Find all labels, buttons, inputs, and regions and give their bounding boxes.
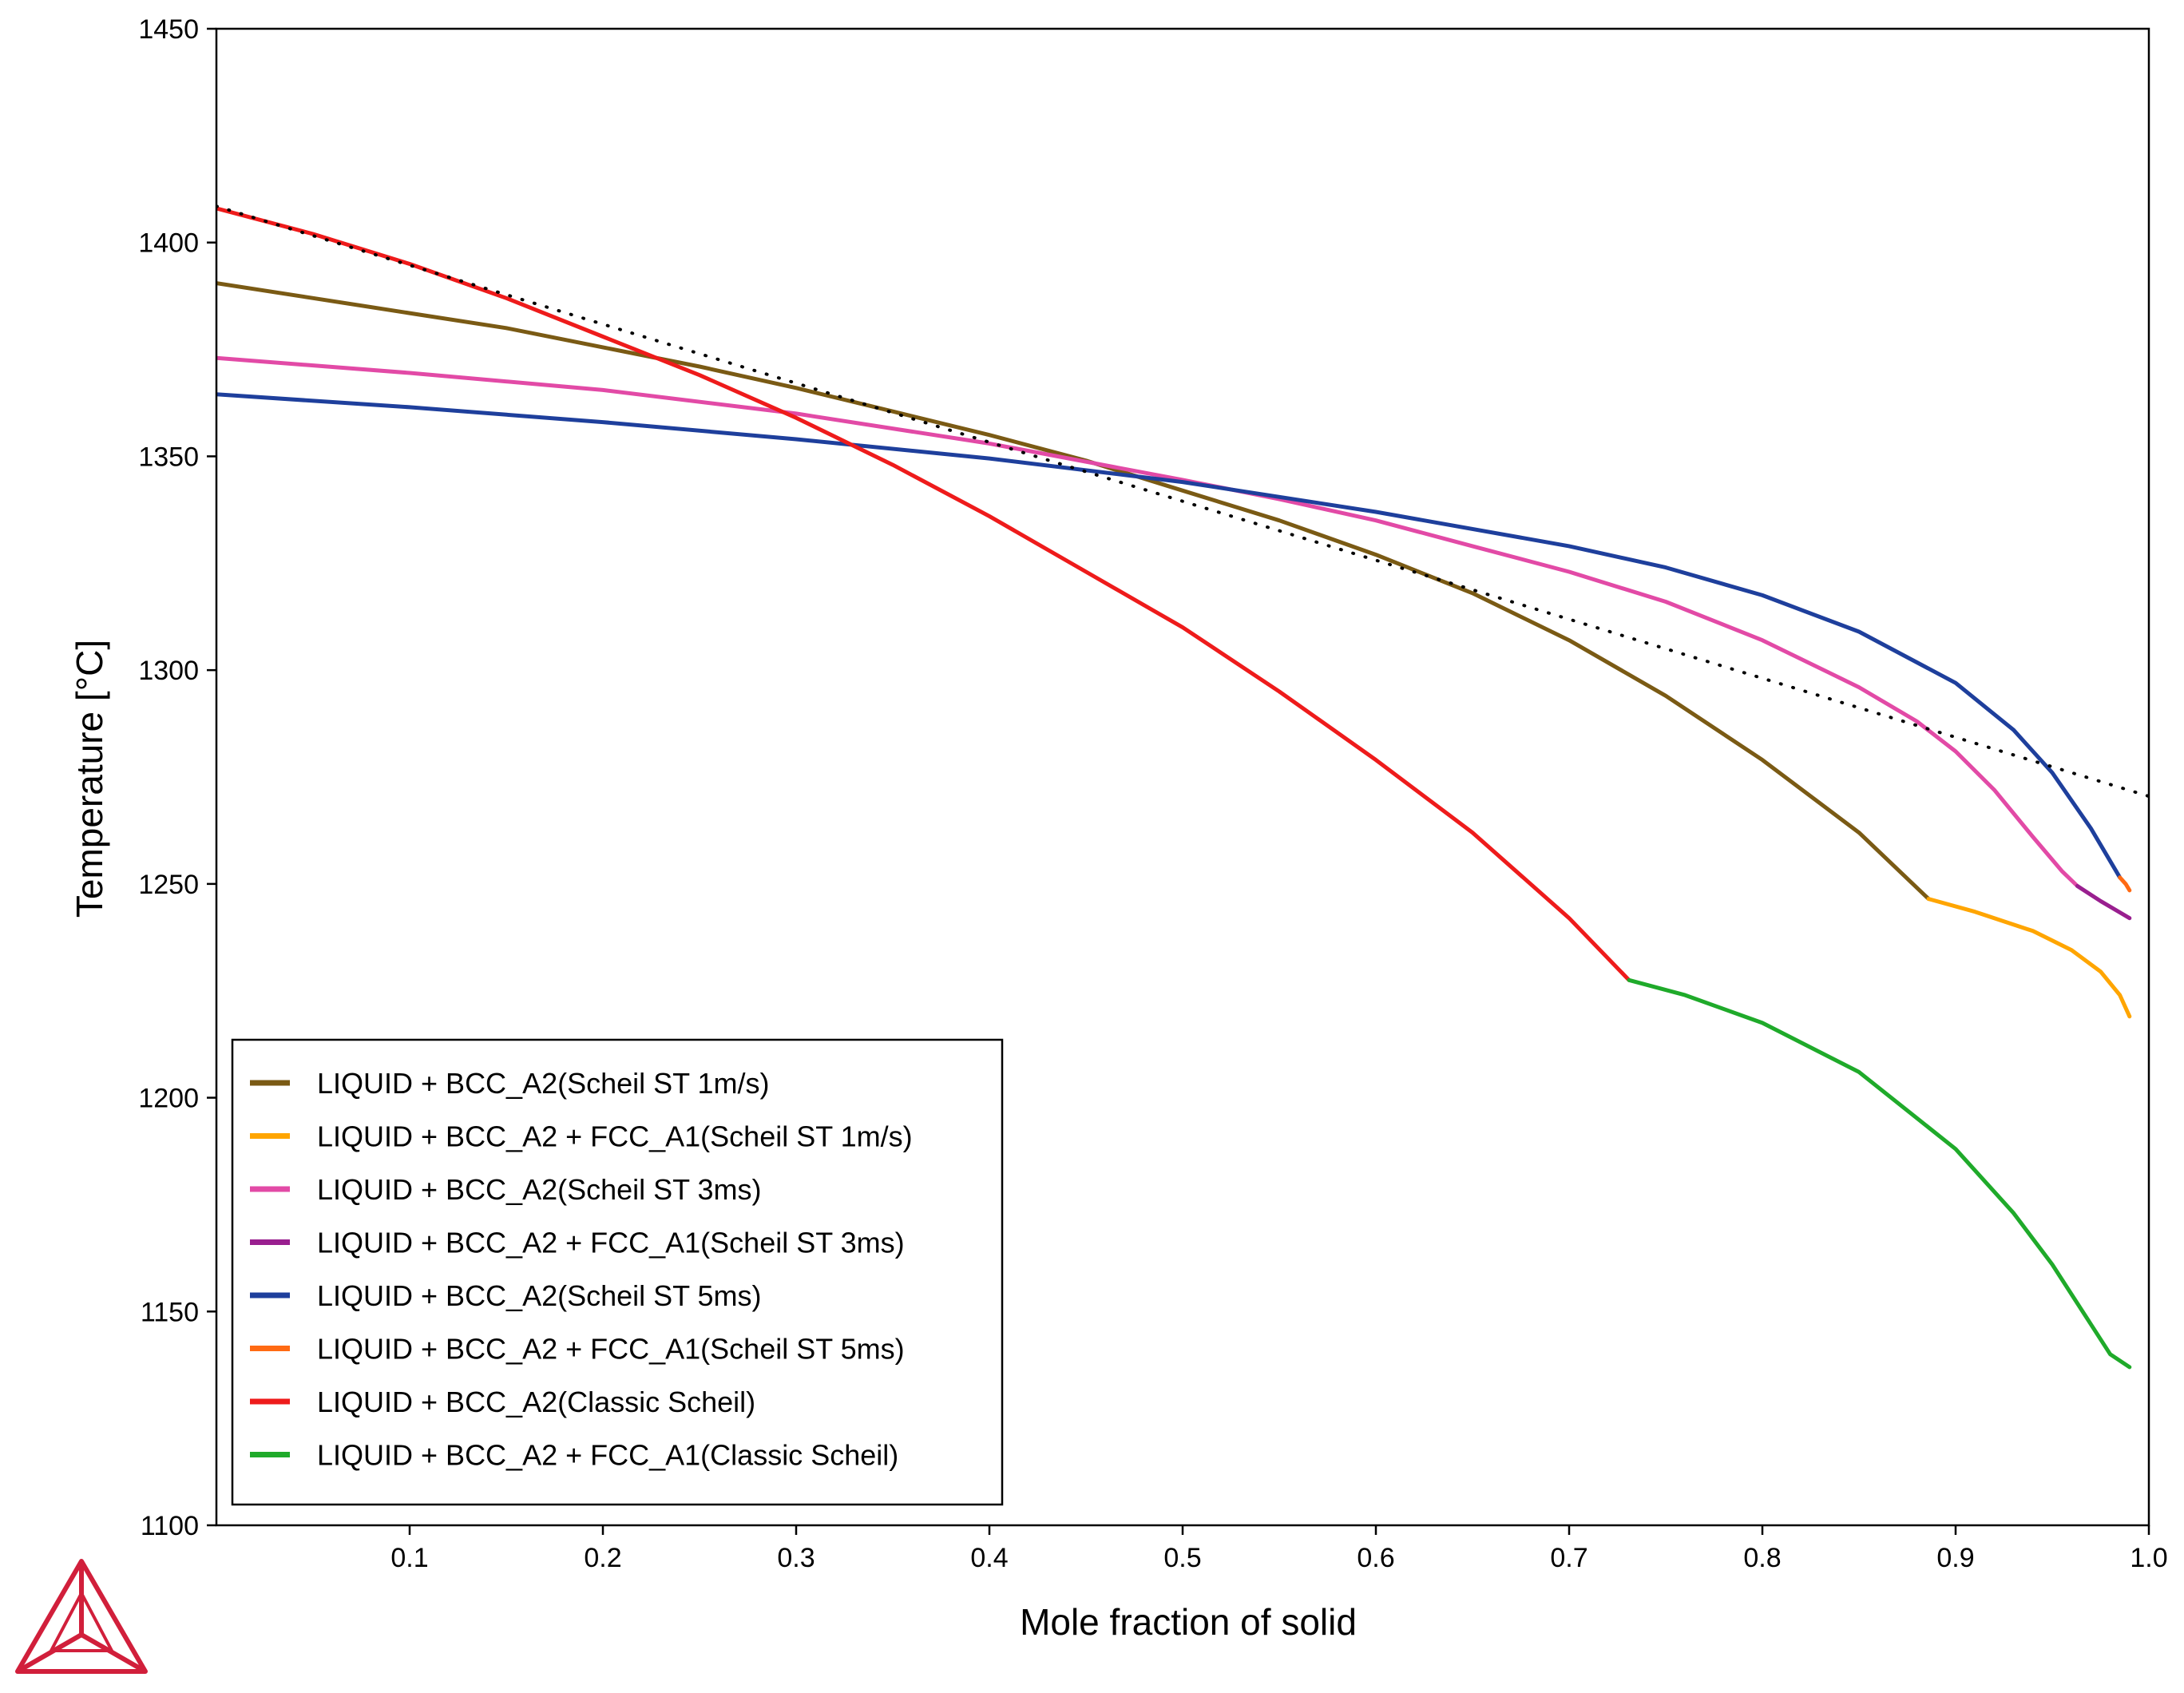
series-line-4 [216,392,2123,880]
legend-label: LIQUID + BCC_A2 + FCC_A1(Scheil ST 1m/s) [317,1120,913,1153]
x-tick-label: 0.6 [1357,1543,1394,1573]
x-tick-label: 0.8 [1743,1543,1781,1573]
legend-label: LIQUID + BCC_A2 + FCC_A1(Scheil ST 5ms) [317,1333,905,1366]
series-line-0 [216,281,1931,902]
y-tick-label: 1300 [138,656,199,686]
legend-label: LIQUID + BCC_A2 + FCC_A1(Classic Scheil) [317,1439,898,1472]
legend-label: LIQUID + BCC_A2 + FCC_A1(Scheil ST 3ms) [317,1227,905,1259]
legend-label: LIQUID + BCC_A2(Scheil ST 5ms) [317,1279,762,1312]
y-tick-label: 1450 [138,14,199,45]
series-line-7 [1627,977,2132,1370]
y-tick-label: 1250 [138,870,199,900]
series-line-1 [1926,897,2132,1019]
x-tick-label: 0.9 [1936,1543,1974,1573]
series-group [216,204,2149,1370]
series-line-2 [216,355,2079,888]
legend-label: LIQUID + BCC_A2(Scheil ST 3ms) [317,1173,762,1206]
plot-area [216,204,2149,1370]
y-tick-label: 1150 [141,1297,199,1327]
axes: 0.1 0.2 0.3 0.4 0.5 0.6 0.7 0.8 0.9 1.0 1100 1150 12… [138,14,2167,1573]
y-tick-label: 1350 [138,442,199,472]
x-tick-label: 0.5 [1163,1543,1201,1573]
x-tick-label: 0.1 [390,1543,428,1573]
legend-label: LIQUID + BCC_A2(Classic Scheil) [317,1386,755,1418]
x-tick-label: 0.2 [584,1543,621,1573]
series-line-6 [216,206,1631,982]
x-axis-title: Mole fraction of solid [1020,1601,1357,1643]
legend-box [231,1038,1004,1506]
x-tick-label: 0.4 [970,1543,1008,1573]
legend: LIQUID + BCC_A2(Scheil ST 1m/s) LIQUID + … [231,1038,1004,1506]
series-line-5 [2118,875,2132,893]
y-tick-label: 1200 [138,1084,199,1114]
x-tick-label: 0.7 [1550,1543,1587,1573]
thermo-calc-logo-icon [15,1559,148,1674]
x-tick-label: 0.3 [777,1543,815,1573]
reference-dotted-line [216,204,2149,799]
y-tick-label: 1100 [141,1511,199,1541]
x-tick-label: 1.0 [2130,1543,2167,1573]
y-tick-label: 1400 [138,228,199,259]
y-axis-title: Temperature [°C] [69,640,110,918]
legend-label: LIQUID + BCC_A2(Scheil ST 1m/s) [317,1067,770,1100]
series-line-3 [2075,884,2132,921]
